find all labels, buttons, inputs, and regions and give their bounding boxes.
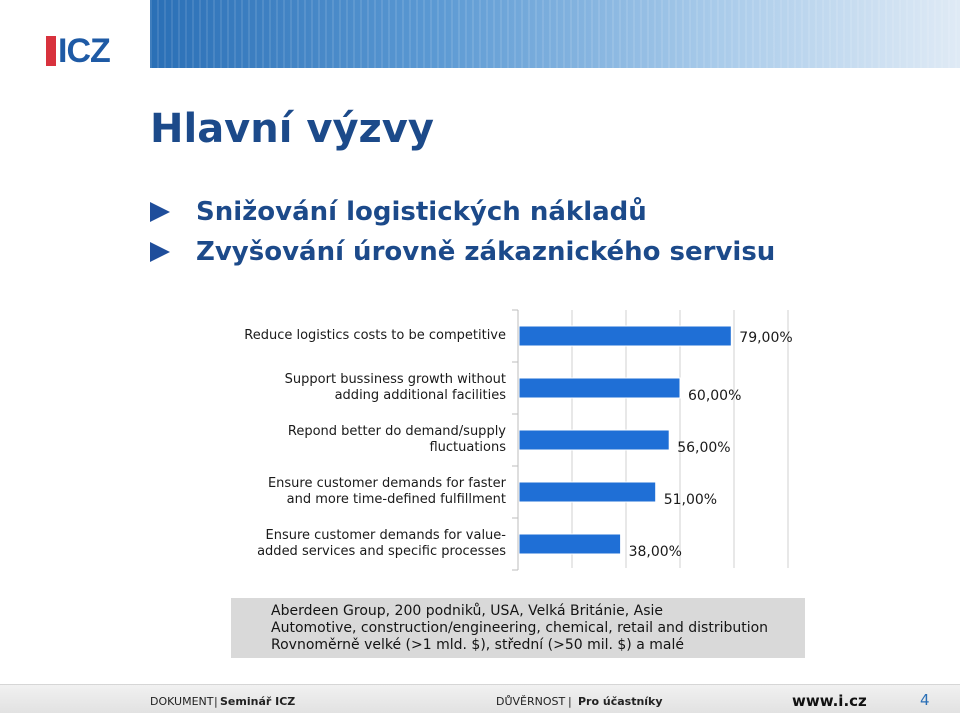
logo-red-bar bbox=[46, 36, 56, 66]
header-banner: ICZ bbox=[0, 0, 960, 70]
footer-website: www.i.cz bbox=[792, 692, 867, 710]
category-label-line: Reduce logistics costs to be competitive bbox=[244, 328, 506, 343]
bullet-text: Snižování logistických nákladů bbox=[196, 197, 647, 227]
bullet-list: Snižování logistických nákladů Zvyšování… bbox=[150, 192, 775, 272]
bar-chart-svg bbox=[512, 309, 789, 571]
category-label: Reduce logistics costs to be competitive bbox=[230, 328, 506, 344]
category-label-line: and more time-defined fulfillment bbox=[286, 492, 506, 507]
bar-value-label: 38,00% bbox=[628, 544, 682, 560]
bar bbox=[518, 377, 681, 399]
source-line: Automotive, construction/engineering, ch… bbox=[271, 620, 769, 636]
bar-value-label: 60,00% bbox=[688, 388, 742, 404]
source-line: Aberdeen Group, 200 podniků, USA, Velká … bbox=[271, 603, 663, 619]
bullet-arrow-icon bbox=[150, 242, 170, 262]
bar-value-label: 51,00% bbox=[663, 492, 718, 508]
footer-doc-name: Seminář ICZ bbox=[220, 695, 296, 708]
bar bbox=[518, 429, 670, 451]
bar-value-label: 79,00% bbox=[739, 330, 793, 346]
category-label-line: Support bussiness growth without bbox=[284, 372, 506, 387]
footer: DOKUMENT | Seminář ICZ DŮVĚRNOST | Pro ú… bbox=[0, 684, 960, 713]
category-label: Repond better do demand/supply fluctuatio… bbox=[230, 424, 506, 456]
bar bbox=[518, 481, 657, 503]
page-number: 4 bbox=[920, 691, 930, 709]
category-label: Ensure customer demands for value-added … bbox=[230, 528, 506, 560]
logo-text: ICZ bbox=[58, 32, 111, 70]
category-label-line: adding additional facilities bbox=[334, 388, 506, 403]
bar-value-label: 56,00% bbox=[677, 440, 731, 456]
bullet-arrow-icon bbox=[150, 202, 170, 222]
bar-chart: 79,00% Reduce logistics costs to be compe… bbox=[230, 308, 850, 580]
source-box: Aberdeen Group, 200 podniků, USA, Velká … bbox=[231, 598, 805, 658]
footer-confidentiality-label: DŮVĚRNOST bbox=[496, 695, 566, 708]
bullet-item: Zvyšování úrovně zákaznického servisu bbox=[150, 232, 775, 272]
source-line: Rovnoměrně velké (>1 mld. $), střední (>… bbox=[271, 637, 684, 653]
page-title: Hlavní výzvy bbox=[150, 106, 434, 152]
category-label-line: Repond better do demand/supply bbox=[287, 424, 506, 439]
footer-confidentiality-value: Pro účastníky bbox=[578, 695, 663, 708]
category-label: Ensure customer demands for faster and mo… bbox=[230, 476, 506, 508]
footer-separator: | bbox=[214, 695, 218, 708]
category-label-line: added services and specific processes bbox=[257, 544, 506, 559]
bar bbox=[518, 325, 732, 347]
bar bbox=[518, 533, 622, 555]
footer-separator: | bbox=[568, 695, 572, 708]
bullet-item: Snižování logistických nákladů bbox=[150, 192, 775, 232]
header-gradient bbox=[150, 0, 960, 68]
category-label: Support bussiness growth without adding a… bbox=[230, 372, 506, 404]
bullet-text: Zvyšování úrovně zákaznického servisu bbox=[196, 237, 776, 267]
icz-logo: ICZ bbox=[46, 32, 111, 70]
category-label-line: fluctuations bbox=[429, 440, 506, 455]
category-label-line: Ensure customer demands for faster bbox=[267, 476, 506, 491]
footer-doc-label: DOKUMENT bbox=[150, 695, 214, 708]
category-label-line: Ensure customer demands for value- bbox=[265, 528, 507, 543]
